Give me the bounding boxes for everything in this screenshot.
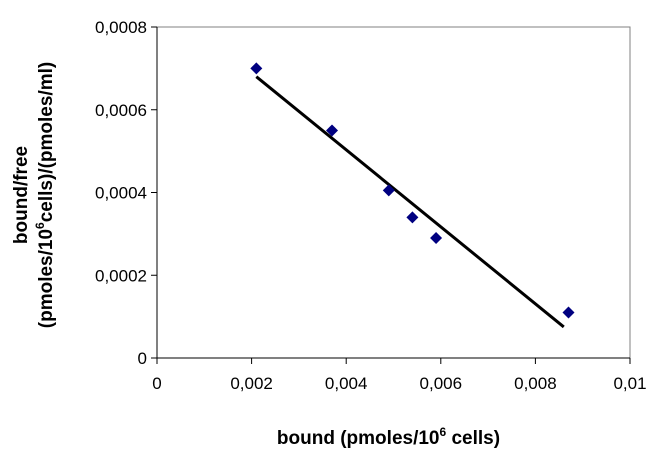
x-axis-title-suffix: cells)	[446, 428, 500, 449]
x-axis-title-superscript: 6	[440, 425, 447, 439]
trendline	[255, 75, 565, 329]
data-point	[430, 232, 443, 245]
y-axis-title-line2-prefix: (pmoles/10	[36, 229, 57, 328]
y-tick-label: 0,0008	[95, 18, 147, 37]
data-point	[326, 124, 339, 137]
y-tick-label: 0	[138, 349, 147, 368]
y-tick-label: 0,0002	[95, 266, 147, 285]
trendlines	[255, 75, 565, 329]
data-points	[250, 62, 575, 319]
y-axis-title-line1: bound/free	[11, 146, 32, 244]
y-axis-title-line2: (pmoles/106cells)/(pmoles/ml)	[33, 62, 57, 328]
y-axis-ticks: 0 0,0002 0,0004 0,0006 0,0008	[95, 18, 157, 368]
data-point	[562, 306, 575, 319]
x-axis-ticks: 0 0,002 0,004 0,006 0,008 0,01	[152, 358, 647, 393]
y-axis-title-line2-suffix: cells)/(pmoles/ml)	[36, 62, 57, 223]
x-tick-label: 0	[152, 374, 161, 393]
data-point	[406, 211, 419, 224]
data-point	[382, 184, 395, 197]
y-axis-title-line2-superscript: 6	[33, 222, 47, 229]
x-axis-title-prefix: bound (pmoles/10	[277, 428, 440, 449]
x-tick-label: 0,008	[514, 374, 557, 393]
plot-area	[156, 26, 631, 359]
x-tick-label: 0,004	[325, 374, 368, 393]
x-tick-label: 0,01	[613, 374, 646, 393]
x-tick-label: 0,006	[420, 374, 463, 393]
x-axis-title: bound (pmoles/106 cells)	[277, 425, 500, 449]
y-tick-label: 0,0006	[95, 101, 147, 120]
y-tick-label: 0,0004	[95, 184, 147, 203]
data-point	[250, 62, 263, 75]
x-tick-label: 0,002	[230, 374, 273, 393]
